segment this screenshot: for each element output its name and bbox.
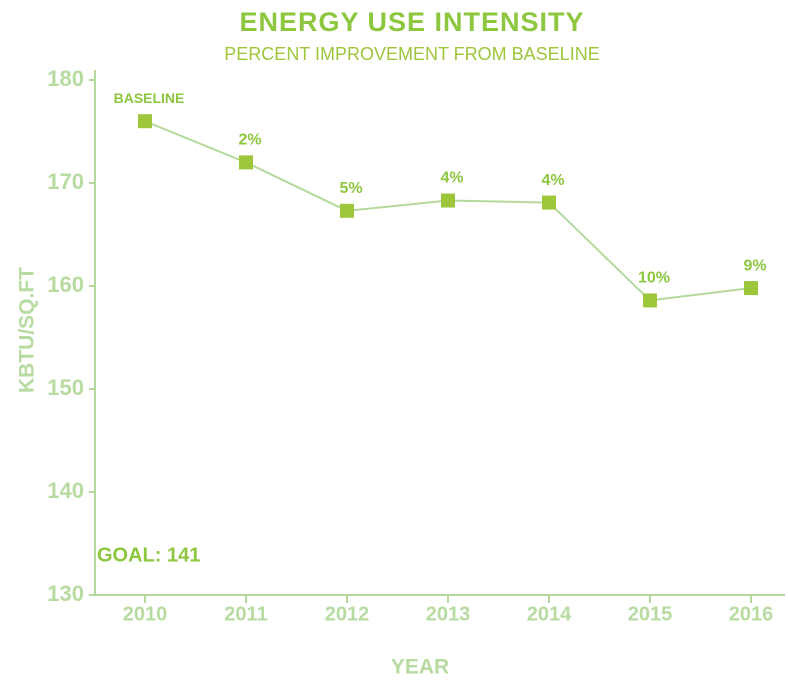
point-annotation: 4%	[440, 170, 463, 187]
y-axis-label: KBTU/SQ.FT	[16, 267, 39, 393]
point-marker	[441, 193, 455, 208]
x-tick-label: 2010	[123, 603, 168, 625]
chart-subtitle: PERCENT IMPROVEMENT FROM BASELINE	[224, 44, 599, 64]
x-tick-label: 2016	[729, 603, 774, 625]
x-tick-label: 2012	[325, 603, 370, 625]
point-marker	[744, 281, 758, 296]
point-marker	[542, 195, 556, 210]
x-tick-label: 2011	[224, 603, 267, 625]
point-annotation: 4%	[541, 172, 564, 189]
x-axis-label: YEAR	[391, 656, 449, 679]
point-annotation: 2%	[238, 132, 261, 149]
y-tick-label: 180	[47, 66, 84, 91]
y-tick-label: 130	[47, 581, 84, 606]
goal-annotation: GOAL: 141	[97, 544, 200, 566]
point-annotation: 5%	[339, 180, 362, 197]
point-annotation: 9%	[743, 257, 766, 274]
y-tick-label: 140	[47, 478, 84, 503]
point-annotation: BASELINE	[114, 90, 185, 106]
point-marker	[138, 114, 152, 129]
point-marker	[643, 293, 657, 308]
y-tick-label: 160	[47, 272, 84, 297]
point-annotation: 10%	[638, 270, 670, 287]
x-tick-label: 2013	[426, 603, 471, 625]
x-tick-label: 2014	[527, 603, 572, 625]
point-marker	[239, 155, 253, 170]
x-tick-label: 2015	[628, 603, 673, 625]
chart-title: ENERGY USE INTENSITY	[239, 7, 584, 37]
point-marker	[340, 203, 354, 218]
y-tick-label: 150	[47, 375, 84, 400]
y-tick-label: 170	[47, 169, 84, 194]
